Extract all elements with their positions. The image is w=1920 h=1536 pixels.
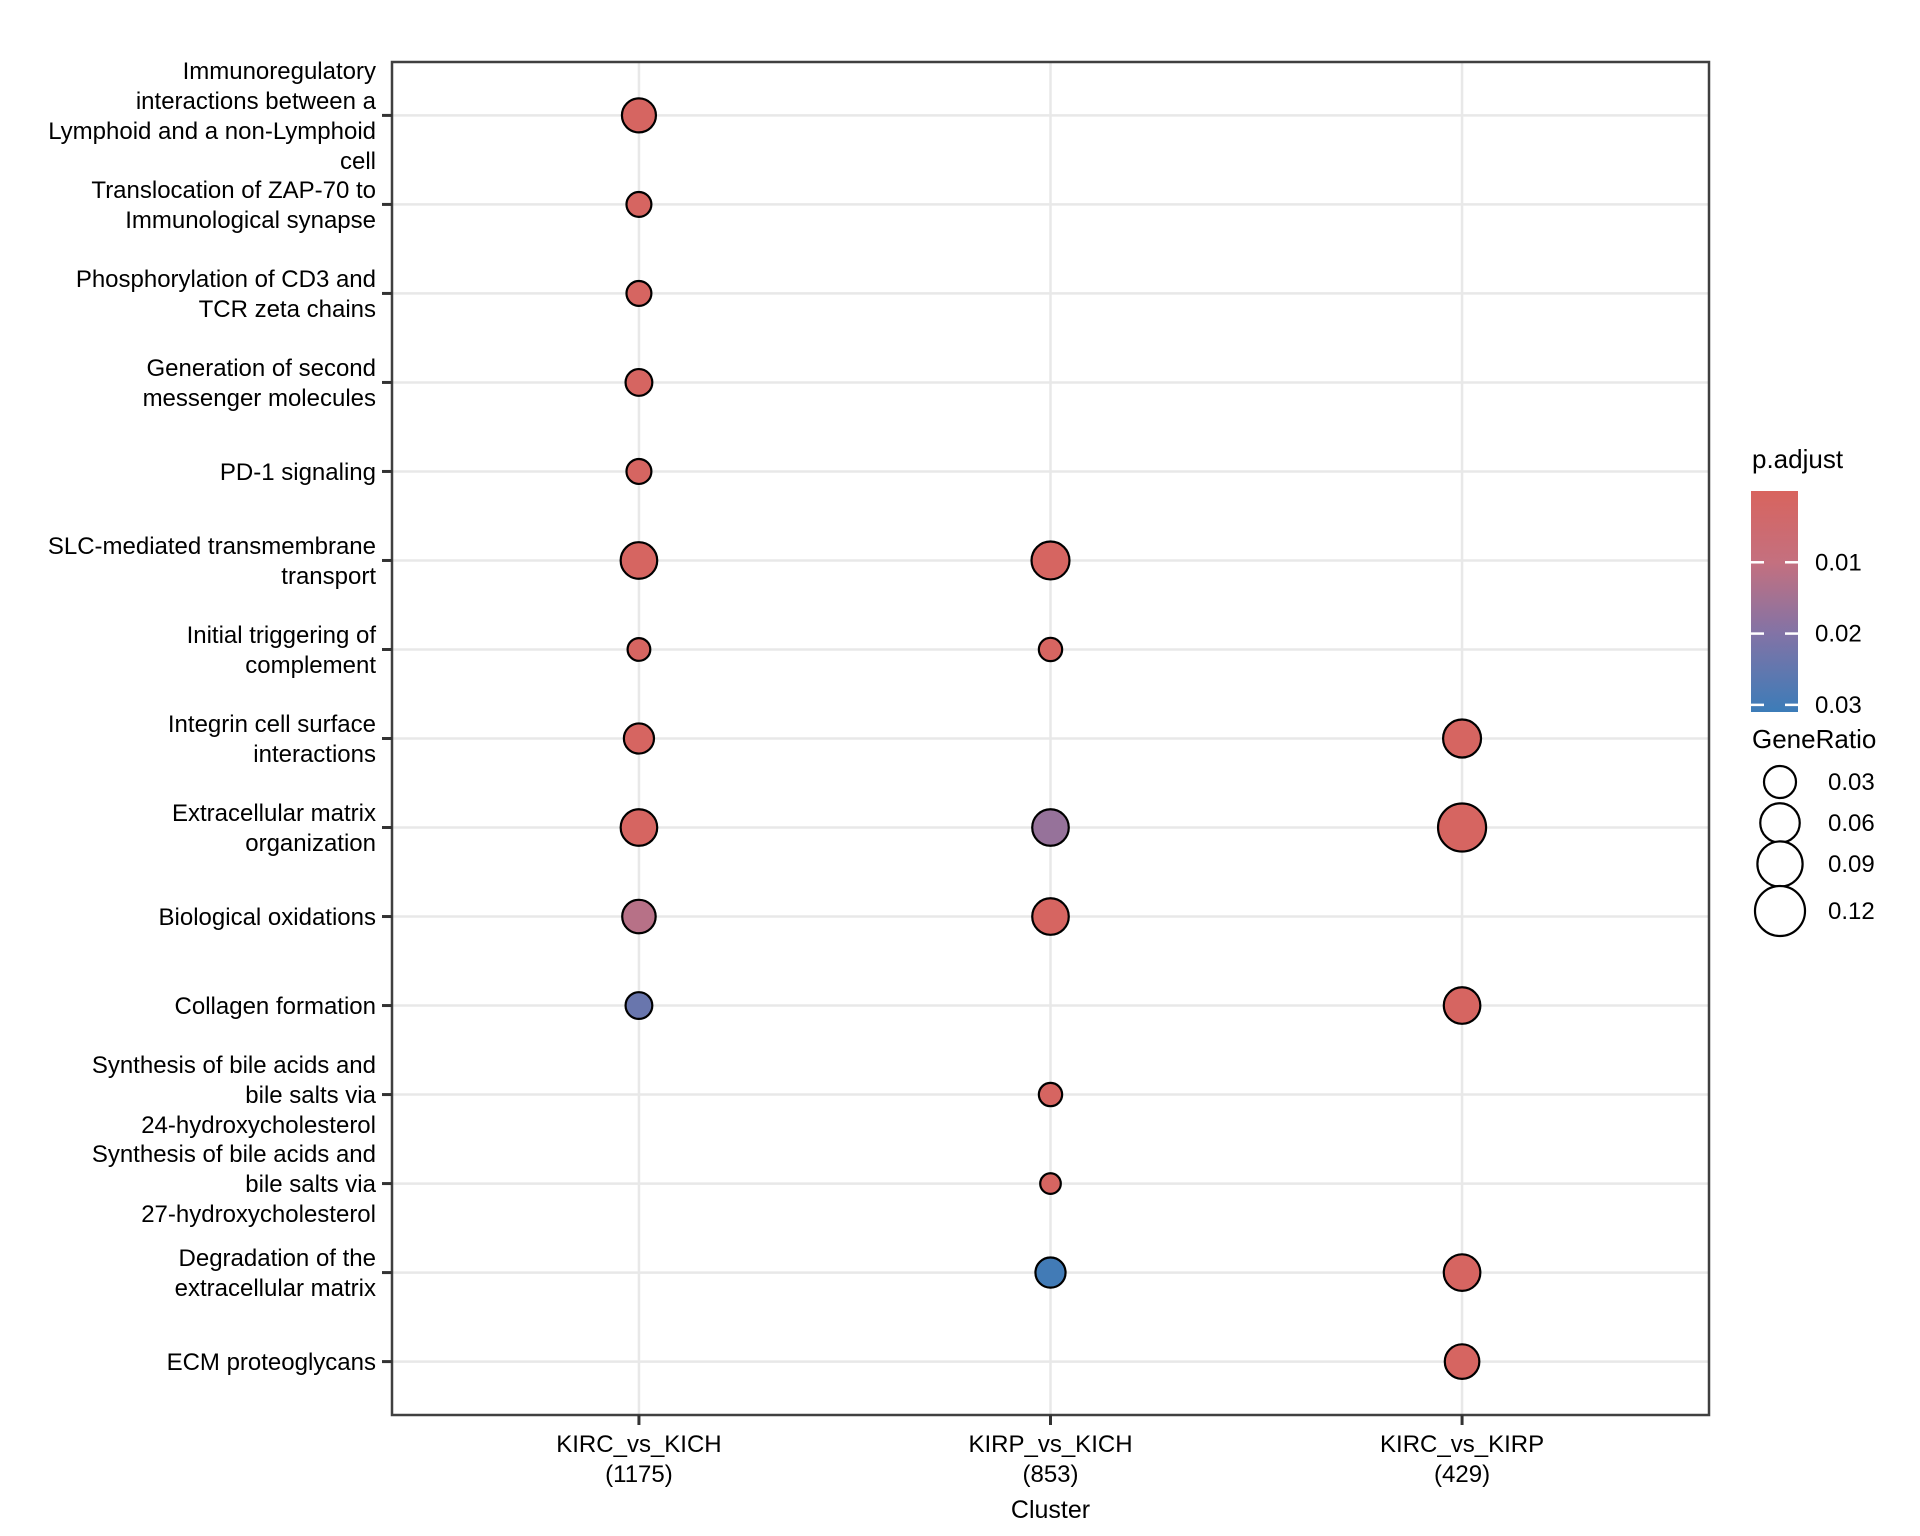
- y-axis-label: Generation of second messenger molecules: [143, 355, 376, 412]
- y-axis-label: Initial triggering of complement: [187, 622, 377, 679]
- generatio-size-label: 0.06: [1828, 810, 1875, 837]
- y-axis-label: SLC-mediated transmembrane transport: [48, 533, 376, 590]
- data-point: [1442, 1253, 1482, 1292]
- generatio-legend-circle: [1759, 802, 1801, 844]
- data-point: [1031, 897, 1070, 936]
- padjust-tick-label: 0.01: [1815, 549, 1862, 576]
- y-axis-label: Immunoregulatory interactions between a Ly…: [48, 58, 376, 175]
- data-point: [620, 97, 658, 134]
- data-point: [619, 808, 659, 847]
- padjust-tick-label: 0.02: [1815, 621, 1862, 648]
- generatio-size-label: 0.12: [1828, 898, 1875, 925]
- data-point: [619, 541, 659, 580]
- x-axis-label: KIRC_vs_KIRP (429): [1380, 1431, 1544, 1488]
- y-axis-label: Synthesis of bile acids and bile salts vi…: [92, 1141, 377, 1228]
- x-axis-title: Cluster: [1010, 1496, 1091, 1524]
- data-point: [624, 367, 654, 397]
- y-axis-label: Integrin cell surface interactions: [168, 711, 376, 768]
- y-axis-label: Translocation of ZAP-70 to Immunological …: [91, 177, 376, 234]
- y-axis-label: Phosphorylation of CD3 and TCR zeta chain…: [76, 266, 376, 323]
- y-axis-label: Synthesis of bile acids and bile salts vi…: [92, 1052, 377, 1139]
- generatio-size-label: 0.09: [1828, 851, 1875, 878]
- data-point: [1441, 718, 1483, 759]
- data-point: [1034, 1256, 1067, 1289]
- y-axis-label: Biological oxidations: [159, 904, 376, 931]
- data-point: [1443, 1343, 1481, 1380]
- y-axis-label: ECM proteoglycans: [167, 1349, 376, 1376]
- data-point: [621, 898, 657, 935]
- data-point: [622, 722, 656, 755]
- generatio-legend-circle: [1756, 840, 1804, 888]
- padjust-legend-title: p.adjust: [1752, 444, 1844, 474]
- data-point: [1436, 802, 1488, 853]
- y-axis-label: Collagen formation: [175, 993, 376, 1020]
- data-point: [625, 279, 653, 307]
- data-point: [1030, 540, 1071, 581]
- data-point: [1442, 986, 1482, 1025]
- data-point: [624, 991, 654, 1021]
- padjust-tick-label: 0.03: [1815, 692, 1862, 719]
- data-point: [1039, 1172, 1062, 1195]
- y-axis-label: Degradation of the extracellular matrix: [175, 1245, 376, 1302]
- padjust-gradient-bar: [1751, 491, 1798, 712]
- x-axis-label: KIRC_vs_KICH (1175): [556, 1431, 721, 1488]
- generatio-legend-circle: [1753, 884, 1807, 938]
- y-axis-label: Extracellular matrix organization: [172, 800, 376, 857]
- y-axis-label: PD-1 signaling: [220, 459, 376, 486]
- x-axis-label: KIRP_vs_KICH (853): [968, 1431, 1132, 1488]
- data-point: [1031, 808, 1070, 847]
- generatio-legend-circle: [1762, 764, 1798, 800]
- generatio-size-label: 0.03: [1828, 769, 1875, 796]
- data-point: [1037, 1081, 1064, 1108]
- data-point: [625, 457, 653, 486]
- data-point: [625, 190, 653, 218]
- data-point: [1037, 636, 1064, 663]
- generatio-legend-title: GeneRatio: [1752, 724, 1877, 754]
- data-point: [626, 637, 652, 662]
